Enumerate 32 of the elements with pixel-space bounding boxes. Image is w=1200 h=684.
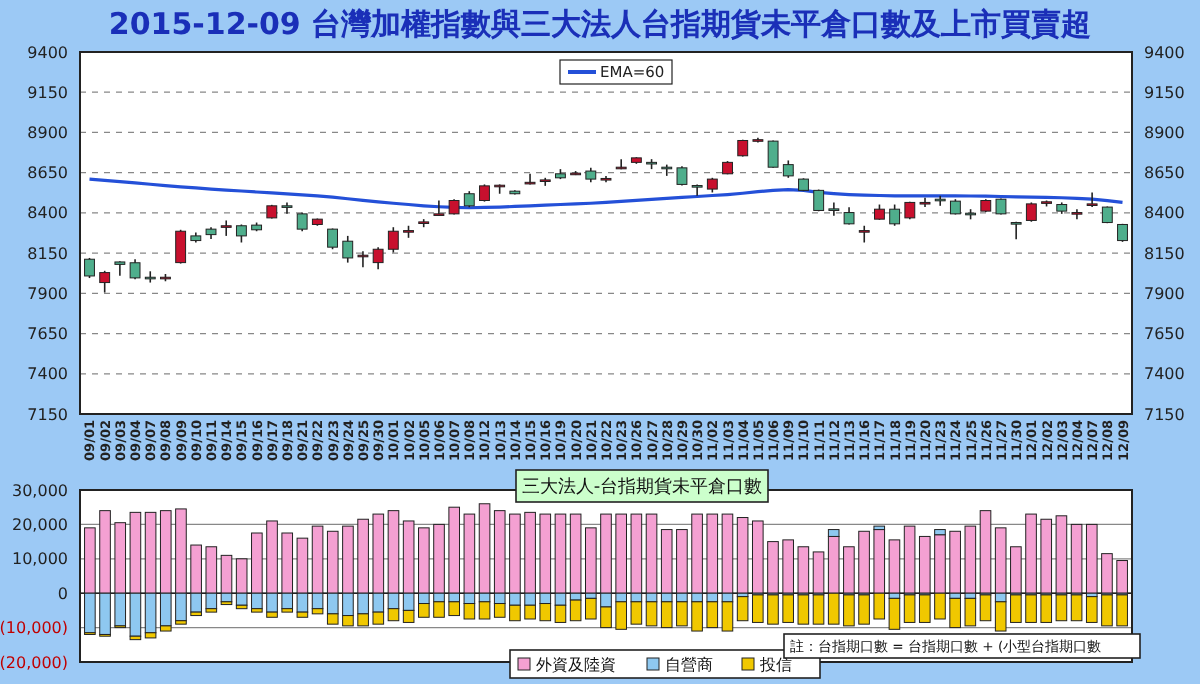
y-tick-label: 0	[57, 584, 68, 603]
y-tick-label: 8650	[27, 164, 68, 183]
y2-tick-label: 7650	[1144, 325, 1185, 344]
y-tick-label: 8900	[27, 124, 68, 143]
legend-label: 外資及陸資	[536, 655, 616, 674]
title-box: 三大法人-台指期貨未平倉口數	[515, 469, 769, 503]
y2-tick-label: 7900	[1144, 284, 1185, 303]
y-tick-label: 8400	[27, 204, 68, 223]
y2-tick-label: 7400	[1144, 365, 1185, 384]
y-tick-label: 7150	[27, 405, 68, 424]
y-tick-label: (10,000)	[0, 619, 68, 638]
y2-tick-label: 8150	[1144, 244, 1185, 263]
y-tick-label: (20,000)	[0, 653, 68, 672]
y2-tick-label: 7150	[1144, 405, 1185, 424]
y2-tick-label: 8900	[1144, 124, 1185, 143]
y-tick-label: 8150	[27, 244, 68, 263]
legend-label: 自營商	[665, 655, 713, 674]
legend-label: 投信	[758, 655, 792, 674]
chart-title: 三大法人-台指期貨未平倉口數	[521, 476, 763, 499]
y-tick-label: 7900	[27, 284, 68, 303]
y-tick-label: 7400	[27, 365, 68, 384]
y2-tick-label: 9150	[1144, 83, 1185, 102]
y-tick-label: 30,000	[12, 481, 68, 500]
y2-tick-label: 8650	[1144, 164, 1185, 183]
y-tick-label: 9400	[27, 43, 68, 62]
y2-tick-label: 8400	[1144, 204, 1185, 223]
y-tick-label: 10,000	[12, 550, 68, 569]
y-tick-label: 20,000	[12, 516, 68, 534]
chart-title: 2015-12-09 台灣加權指數與三大法人台指期貨未平倉口數及上市買賣超	[108, 6, 1092, 42]
y2-tick-label: 9400	[1144, 43, 1185, 62]
y-tick-label: 9150	[27, 83, 68, 102]
y-tick-label: 7650	[27, 325, 68, 344]
